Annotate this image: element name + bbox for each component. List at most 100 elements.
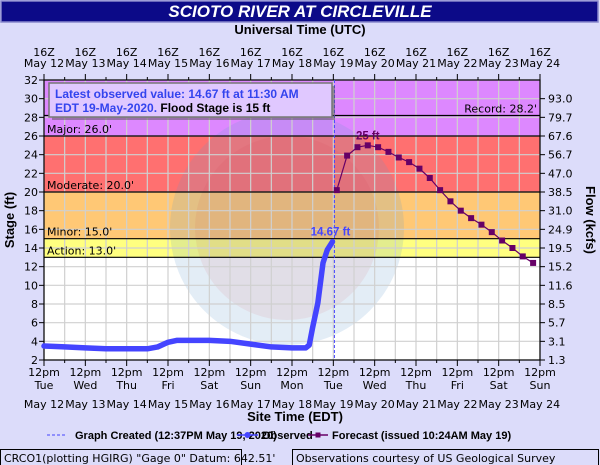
x-top-utc-label: 16Z [488,46,510,59]
x-top-utc-label: 16Z [529,46,551,59]
forecast-point [354,144,361,151]
forecast-point [457,207,464,214]
x-top-utc-label: 16Z [199,46,221,59]
x-bottom-date-label: May 24 [520,398,560,411]
x-bottom-dow-label: Wed [73,379,97,392]
x-top-date-label: May 23 [479,57,519,70]
forecast-peak-label: 25 ft [356,130,380,142]
y2-tick-label: 19.5 [548,242,573,255]
forecast-point [364,142,371,149]
forecast-point [447,198,454,205]
x-top-date-label: May 19 [313,57,353,70]
bottom-axis-title: Site Time (EDT) [247,409,343,424]
forecast-point [395,154,402,161]
x-top-date-label: May 16 [189,57,229,70]
forecast-point [499,237,506,244]
x-bottom-dow-label: Sat [200,379,219,392]
x-top-utc-label: 16Z [116,46,138,59]
flood-label-moderate: Moderate: 20.0' [47,179,134,192]
flood-label-major: Major: 26.0' [47,123,112,136]
x-top-date-label: May 12 [24,57,64,70]
forecast-point [416,165,423,172]
x-bottom-date-label: May 18 [272,398,312,411]
x-bottom-time-label: 12pm [193,366,225,379]
x-top-utc-label: 16Z [33,46,55,59]
legend-forecast-label: Forecast (issued 10:24AM May 19) [332,430,511,442]
plot-area: Major: 26.0' Moderate: 20.0' Minor: 15.0' A… [24,46,573,411]
x-bottom-time-label: 12pm [359,366,391,379]
x-top-utc-label: 16Z [75,46,97,59]
y-axis-title: Stage (ft) [2,192,17,248]
forecast-point [468,215,475,222]
y-tick-label: 10 [24,279,38,292]
x-top-utc-label: 16Z [240,46,262,59]
x-bottom-date-label: May 12 [24,398,64,411]
forecast-point [478,221,485,228]
x-bottom-time-label: 12pm [28,366,60,379]
forecast-point [385,148,392,155]
flood-label-action: Action: 13.0' [47,244,116,257]
x-bottom-dow-label: Thu [115,379,137,392]
x-top-utc-label: 16Z [405,46,427,59]
y-tick-label: 28 [24,111,38,124]
y-tick-label: 6 [31,317,38,330]
x-top-date-label: May 21 [396,57,436,70]
y2-tick-label: 24.9 [548,223,573,236]
noaa-watermark-inner-icon [195,136,379,320]
latest-value-line1: Latest observed value: 14.67 ft at 11:30… [55,87,299,101]
x-bottom-dow-label: Fri [161,379,174,392]
noaa-watermark-icon [170,111,404,345]
x-bottom-time-label: 12pm [524,366,556,379]
x-bottom-time-label: 12pm [400,366,432,379]
x-bottom-date-label: May 13 [65,398,105,411]
x-bottom-time-label: 12pm [111,366,143,379]
x-top-utc-label: 16Z [281,46,303,59]
latest-value-line2: EDT 19-May-2020. Flood Stage is 15 ft [55,101,270,115]
x-bottom-date-label: May 22 [437,398,477,411]
x-top-date-label: May 15 [148,57,188,70]
x-bottom-dow-label: Fri [451,379,464,392]
x-top-date-label: May 20 [355,57,395,70]
y-tick-label: 32 [24,74,38,87]
legend: Graph Created (12:37PM May 19, 2020) Obs… [47,430,511,442]
forecast-point [519,253,526,260]
x-bottom-dow-label: Sat [490,379,509,392]
observed-latest-label: 14.67 ft [311,227,351,239]
forecast-point [406,159,413,166]
footer-left-text: CRCO1(plotting HGIRG) "Gage 0" Datum: 64… [4,452,275,465]
title-bar [0,0,599,23]
y2-tick-label: 31.0 [548,205,573,218]
y2-tick-label: 11.6 [548,279,573,292]
x-bottom-date-label: May 20 [355,398,395,411]
y-tick-label: 18 [24,205,38,218]
y2-axis-title: Flow (kcfs) [583,186,598,254]
x-bottom-time-label: 12pm [276,366,308,379]
y-tick-label: 30 [24,93,38,106]
forecast-point [333,187,340,194]
footer-right-box [292,449,599,465]
y-tick-label: 16 [24,223,38,236]
x-bottom-date-label: May 23 [479,398,519,411]
y2-tick-label: 15.2 [548,261,573,274]
y-tick-label: 2 [31,354,38,367]
x-top-date-label: May 14 [107,57,147,70]
forecast-point [426,175,433,181]
x-bottom-date-label: May 16 [189,398,229,411]
y-tick-label: 26 [24,130,38,143]
x-bottom-date-label: May 19 [313,398,353,411]
x-top-utc-label: 16Z [364,46,386,59]
x-bottom-dow-label: Tue [323,379,343,392]
y2-tick-label: 1.3 [548,354,566,367]
x-bottom-date-label: May 21 [396,398,436,411]
y2-tick-label: 47.0 [548,167,573,180]
x-bottom-time-label: 12pm [152,366,184,379]
legend-observed-marker [244,432,251,438]
legend-observed-label: Observed [262,430,313,442]
y2-tick-label: 5.7 [548,317,566,330]
latest-value-date: EDT 19-May-2020. [55,101,160,115]
y2-tick-label: 38.5 [548,186,573,199]
x-bottom-time-label: 12pm [317,366,349,379]
y-tick-label: 24 [24,149,38,162]
x-bottom-time-label: 12pm [483,366,515,379]
y2-tick-label: 56.7 [548,149,573,162]
